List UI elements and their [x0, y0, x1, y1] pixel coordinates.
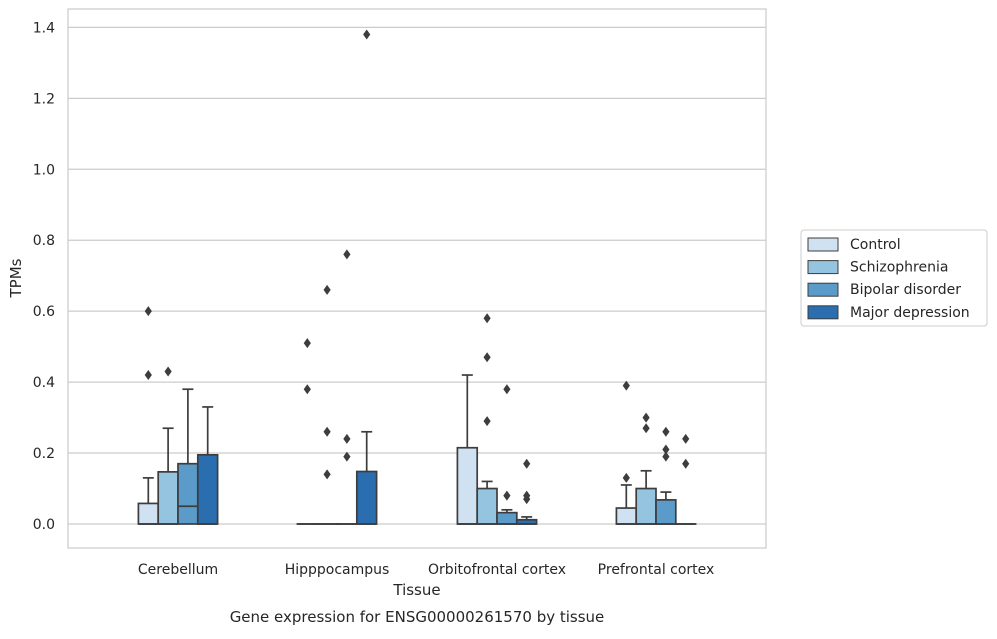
- outlier-point: [643, 413, 650, 423]
- y-tick-label: 0.4: [33, 375, 55, 391]
- y-tick-label: 0.6: [33, 304, 55, 320]
- grid-lines: [68, 27, 766, 524]
- chart-caption: Gene expression for ENSG00000261570 by t…: [230, 608, 605, 626]
- x-tick-label: Orbitofrontal cortex: [428, 562, 566, 578]
- legend-label: Schizophrenia: [850, 260, 948, 276]
- box-bipolar-disorder: [497, 384, 517, 524]
- x-axis-ticks: Cerebellum Hipppocampus Orbitofrontal cort…: [138, 562, 714, 578]
- box-major-depression: [198, 407, 218, 524]
- outlier-point: [484, 352, 491, 362]
- box-body: [178, 464, 198, 524]
- y-tick-label: 1.2: [33, 91, 55, 107]
- box-control: [616, 381, 636, 524]
- x-tick-label: Cerebellum: [138, 562, 218, 578]
- box-bipolar-disorder: [337, 249, 357, 524]
- outlier-point: [484, 416, 491, 426]
- y-tick-label: 0.8: [33, 233, 55, 249]
- legend-label: Major depression: [850, 305, 970, 321]
- box-control: [297, 338, 317, 524]
- box-schizophrenia: [158, 366, 178, 524]
- y-axis-label: TPMs: [7, 258, 25, 298]
- outlier-point: [145, 306, 152, 316]
- outlier-point: [682, 459, 689, 469]
- box-schizophrenia: [636, 413, 656, 524]
- legend-label: Control: [850, 237, 901, 253]
- box-major-depression: [517, 459, 537, 524]
- legend-swatch: [808, 306, 838, 319]
- box-body: [158, 472, 178, 524]
- legend-swatch: [808, 283, 838, 296]
- outlier-point: [484, 313, 491, 323]
- y-tick-label: 0.0: [33, 517, 55, 533]
- x-tick-label: Prefrontal cortex: [598, 562, 715, 578]
- outlier-point: [662, 427, 669, 437]
- outlier-point: [343, 249, 350, 259]
- box-body: [357, 472, 377, 524]
- y-tick-label: 1.0: [33, 162, 55, 178]
- plot-frame: [68, 9, 766, 548]
- outlier-point: [682, 434, 689, 444]
- box-series: [138, 30, 695, 524]
- outlier-point: [343, 434, 350, 444]
- outlier-point: [165, 366, 172, 376]
- box-body: [477, 489, 497, 524]
- box-body: [616, 508, 636, 524]
- outlier-point: [523, 459, 530, 469]
- outlier-point: [503, 384, 510, 394]
- legend-swatch: [808, 261, 838, 274]
- outlier-point: [324, 469, 331, 479]
- box-control: [457, 375, 477, 524]
- box-body: [457, 448, 477, 524]
- outlier-point: [503, 491, 510, 501]
- outlier-point: [304, 384, 311, 394]
- outlier-point: [324, 285, 331, 295]
- x-axis-label: Tissue: [392, 581, 440, 599]
- box-body: [497, 513, 517, 524]
- outlier-point: [623, 473, 630, 483]
- outlier-point: [363, 30, 370, 40]
- outlier-point: [643, 423, 650, 433]
- y-tick-label: 0.2: [33, 446, 55, 462]
- legend: Control Schizophrenia Bipolar disorder Majo…: [801, 230, 987, 326]
- box-control: [138, 306, 158, 524]
- outlier-point: [304, 338, 311, 348]
- y-axis-ticks: 0.0 0.2 0.4 0.6 0.8 1.0 1.2 1.4: [33, 20, 55, 533]
- box-body: [656, 500, 676, 524]
- box-body: [198, 455, 218, 524]
- outlier-point: [145, 370, 152, 380]
- box-schizophrenia: [477, 313, 497, 524]
- box-schizophrenia: [317, 285, 337, 524]
- box-bipolar-disorder: [178, 389, 198, 524]
- box-body: [138, 503, 158, 524]
- legend-swatch: [808, 238, 838, 251]
- x-tick-label: Hipppocampus: [285, 562, 390, 578]
- box-bipolar-disorder: [656, 427, 676, 524]
- box-major-depression: [676, 434, 696, 524]
- box-major-depression: [357, 30, 377, 524]
- outlier-point: [324, 427, 331, 437]
- y-tick-label: 1.4: [33, 20, 55, 36]
- box-body: [636, 489, 656, 524]
- legend-label: Bipolar disorder: [850, 282, 961, 298]
